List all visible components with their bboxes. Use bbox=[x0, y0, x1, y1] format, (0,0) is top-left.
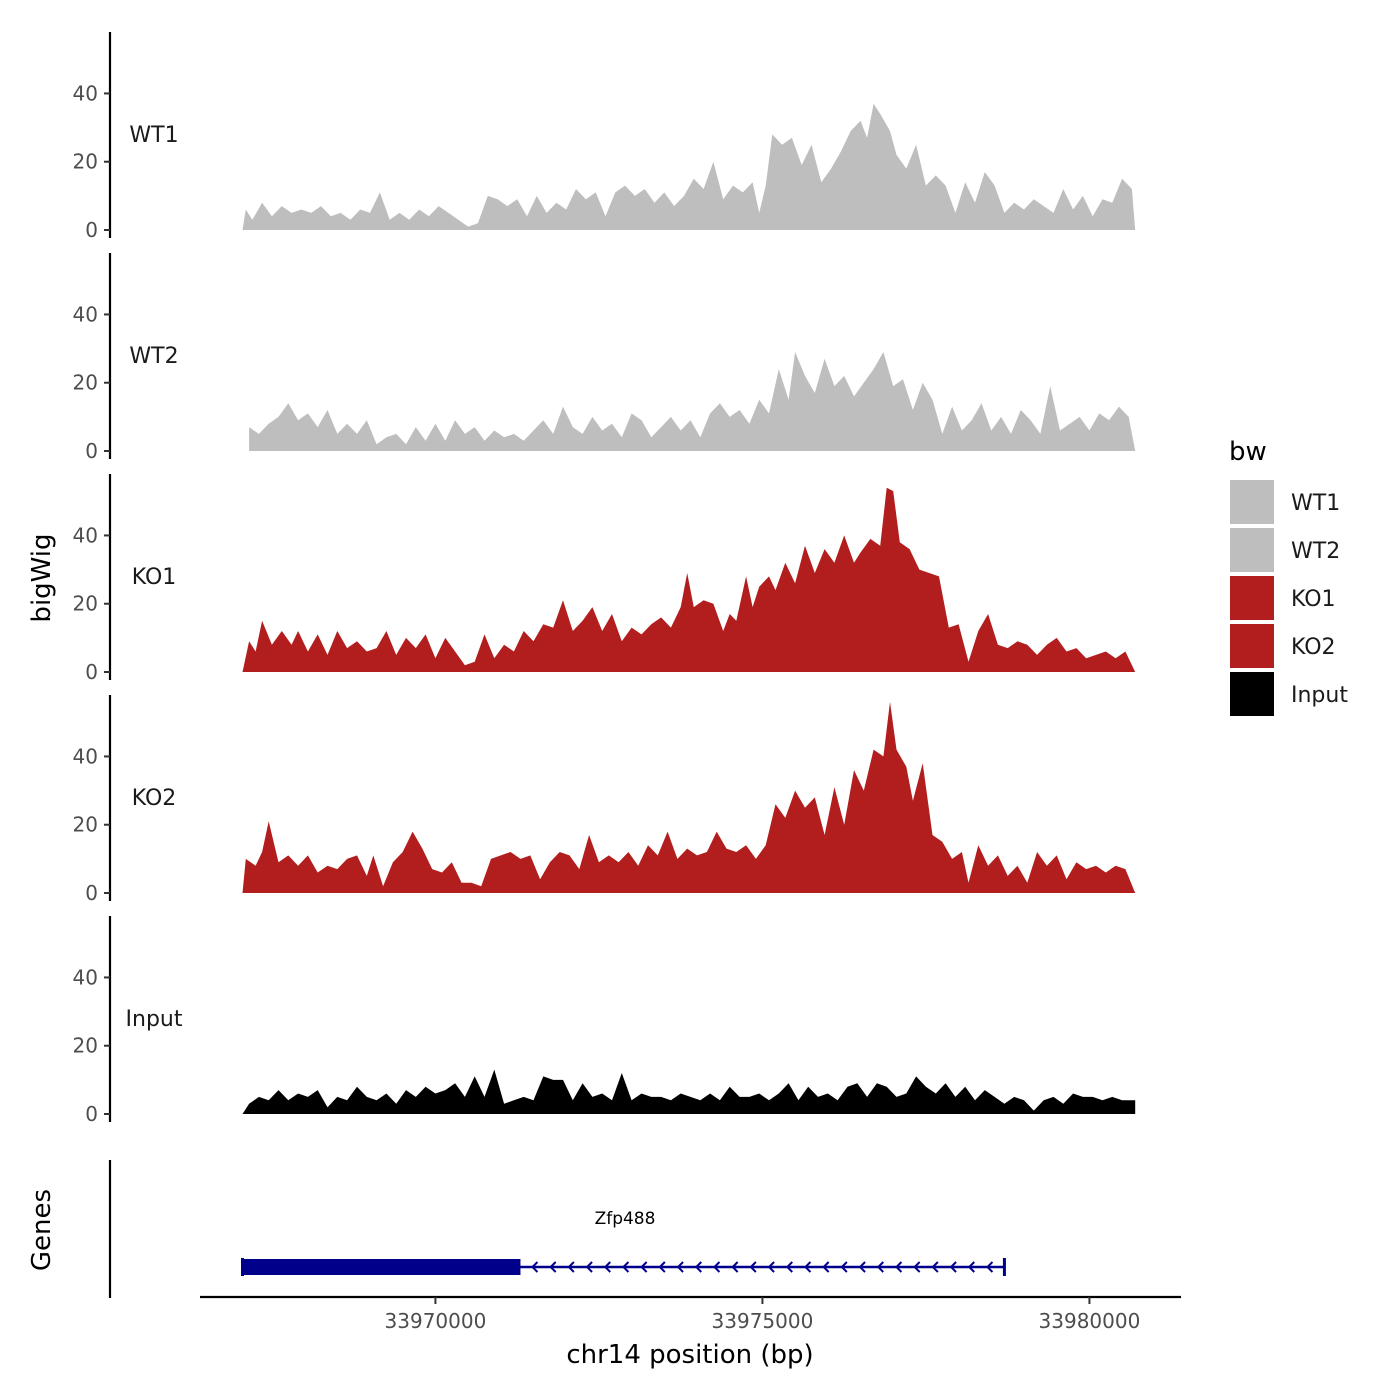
strand-arrow bbox=[767, 1261, 775, 1273]
gene-name-label: Zfp488 bbox=[595, 1209, 656, 1229]
signal-area-input bbox=[242, 1069, 1136, 1114]
strand-arrow bbox=[804, 1261, 812, 1273]
y-tick-label: 20 bbox=[73, 813, 98, 837]
x-tick-label: 33980000 bbox=[1039, 1309, 1141, 1333]
track-wt2: 0 20 40 WT2 bbox=[73, 253, 1136, 463]
x-tick-label: 33975000 bbox=[712, 1309, 814, 1333]
legend-item-ko1: KO1 bbox=[1230, 576, 1336, 620]
strand-arrow bbox=[967, 1261, 975, 1273]
legend-item-ko2: KO2 bbox=[1230, 624, 1336, 668]
y-tick-label: 40 bbox=[73, 81, 98, 105]
strand-arrow bbox=[785, 1261, 793, 1273]
legend-label: Input bbox=[1291, 683, 1348, 708]
y-tick-label: 0 bbox=[85, 1102, 98, 1126]
legend: bw WT1 WT2 KO1 KO2 Input bbox=[1229, 437, 1348, 716]
legend-item-input: Input bbox=[1230, 672, 1348, 716]
x-axis: 33970000 33975000 33980000 bbox=[200, 1295, 1181, 1333]
track-label: Input bbox=[126, 1007, 183, 1032]
strand-arrow bbox=[585, 1261, 593, 1273]
legend-label: KO1 bbox=[1291, 587, 1336, 612]
y-tick-label: 20 bbox=[73, 150, 98, 174]
legend-key bbox=[1230, 672, 1274, 716]
strand-arrow bbox=[713, 1261, 721, 1273]
strand-arrow bbox=[822, 1261, 830, 1273]
signal-area-ko2 bbox=[242, 701, 1136, 893]
gene-model: Zfp488 bbox=[241, 1209, 1006, 1276]
track-label: KO2 bbox=[132, 786, 177, 811]
strand-arrow bbox=[749, 1261, 757, 1273]
track-ko2: 0 20 40 KO2 bbox=[73, 695, 1136, 905]
legend-title: bw bbox=[1229, 437, 1267, 467]
y-tick-label: 20 bbox=[73, 1034, 98, 1058]
track-label: WT1 bbox=[129, 123, 178, 148]
signal-tracks: 0 20 40 WT1 0 20 40 WT2 0 20 40 KO1 0 20 40 KO2 0 20 40 Inp… bbox=[73, 32, 1136, 1126]
legend-key bbox=[1230, 480, 1274, 524]
y-tick-label: 0 bbox=[85, 660, 98, 684]
x-axis-title: chr14 position (bp) bbox=[566, 1340, 813, 1370]
signal-area-ko1 bbox=[242, 487, 1136, 672]
track-ko1: 0 20 40 KO1 bbox=[73, 474, 1136, 684]
signal-area-wt2 bbox=[249, 352, 1136, 451]
genes-track: Zfp488 bbox=[108, 1160, 1006, 1298]
genes-axis-title: Genes bbox=[27, 1189, 57, 1271]
strand-arrow bbox=[913, 1261, 921, 1273]
track-wt1: 0 20 40 WT1 bbox=[73, 32, 1136, 242]
y-tick-label: 40 bbox=[73, 744, 98, 768]
legend-item-wt1: WT1 bbox=[1230, 480, 1340, 524]
y-tick-label: 20 bbox=[73, 592, 98, 616]
strand-arrow bbox=[622, 1261, 630, 1273]
legend-key bbox=[1230, 528, 1274, 572]
strand-arrow bbox=[731, 1261, 739, 1273]
signal-area-wt1 bbox=[242, 103, 1136, 230]
strand-arrow bbox=[640, 1261, 648, 1273]
strand-arrow bbox=[531, 1261, 539, 1273]
track-label: WT2 bbox=[129, 344, 178, 369]
y-axis-title: bigWig bbox=[27, 533, 57, 622]
strand-arrow bbox=[895, 1261, 903, 1273]
strand-arrow bbox=[949, 1261, 957, 1273]
strand-arrow bbox=[986, 1261, 994, 1273]
strand-arrow bbox=[694, 1261, 702, 1273]
strand-arrow bbox=[840, 1261, 848, 1273]
track-label: KO1 bbox=[132, 565, 177, 590]
strand-arrow bbox=[676, 1261, 684, 1273]
y-tick-label: 40 bbox=[73, 965, 98, 989]
legend-label: WT2 bbox=[1291, 539, 1340, 564]
gene-exon-block bbox=[242, 1259, 521, 1275]
legend-key bbox=[1230, 624, 1274, 668]
y-tick-label: 40 bbox=[73, 523, 98, 547]
track-input: 0 20 40 Input bbox=[73, 916, 1136, 1126]
x-tick-label: 33970000 bbox=[385, 1309, 487, 1333]
y-tick-label: 40 bbox=[73, 302, 98, 326]
legend-item-wt2: WT2 bbox=[1230, 528, 1340, 572]
y-tick-label: 0 bbox=[85, 218, 98, 242]
y-tick-label: 0 bbox=[85, 881, 98, 905]
strand-arrow bbox=[603, 1261, 611, 1273]
strand-arrow bbox=[549, 1261, 557, 1273]
strand-arrow bbox=[876, 1261, 884, 1273]
legend-label: WT1 bbox=[1291, 491, 1340, 516]
legend-label: KO2 bbox=[1291, 635, 1336, 660]
strand-arrow bbox=[858, 1261, 866, 1273]
strand-arrow bbox=[567, 1261, 575, 1273]
strand-arrow bbox=[931, 1261, 939, 1273]
y-tick-label: 20 bbox=[73, 371, 98, 395]
y-tick-label: 0 bbox=[85, 439, 98, 463]
legend-key bbox=[1230, 576, 1274, 620]
strand-arrow bbox=[658, 1261, 666, 1273]
